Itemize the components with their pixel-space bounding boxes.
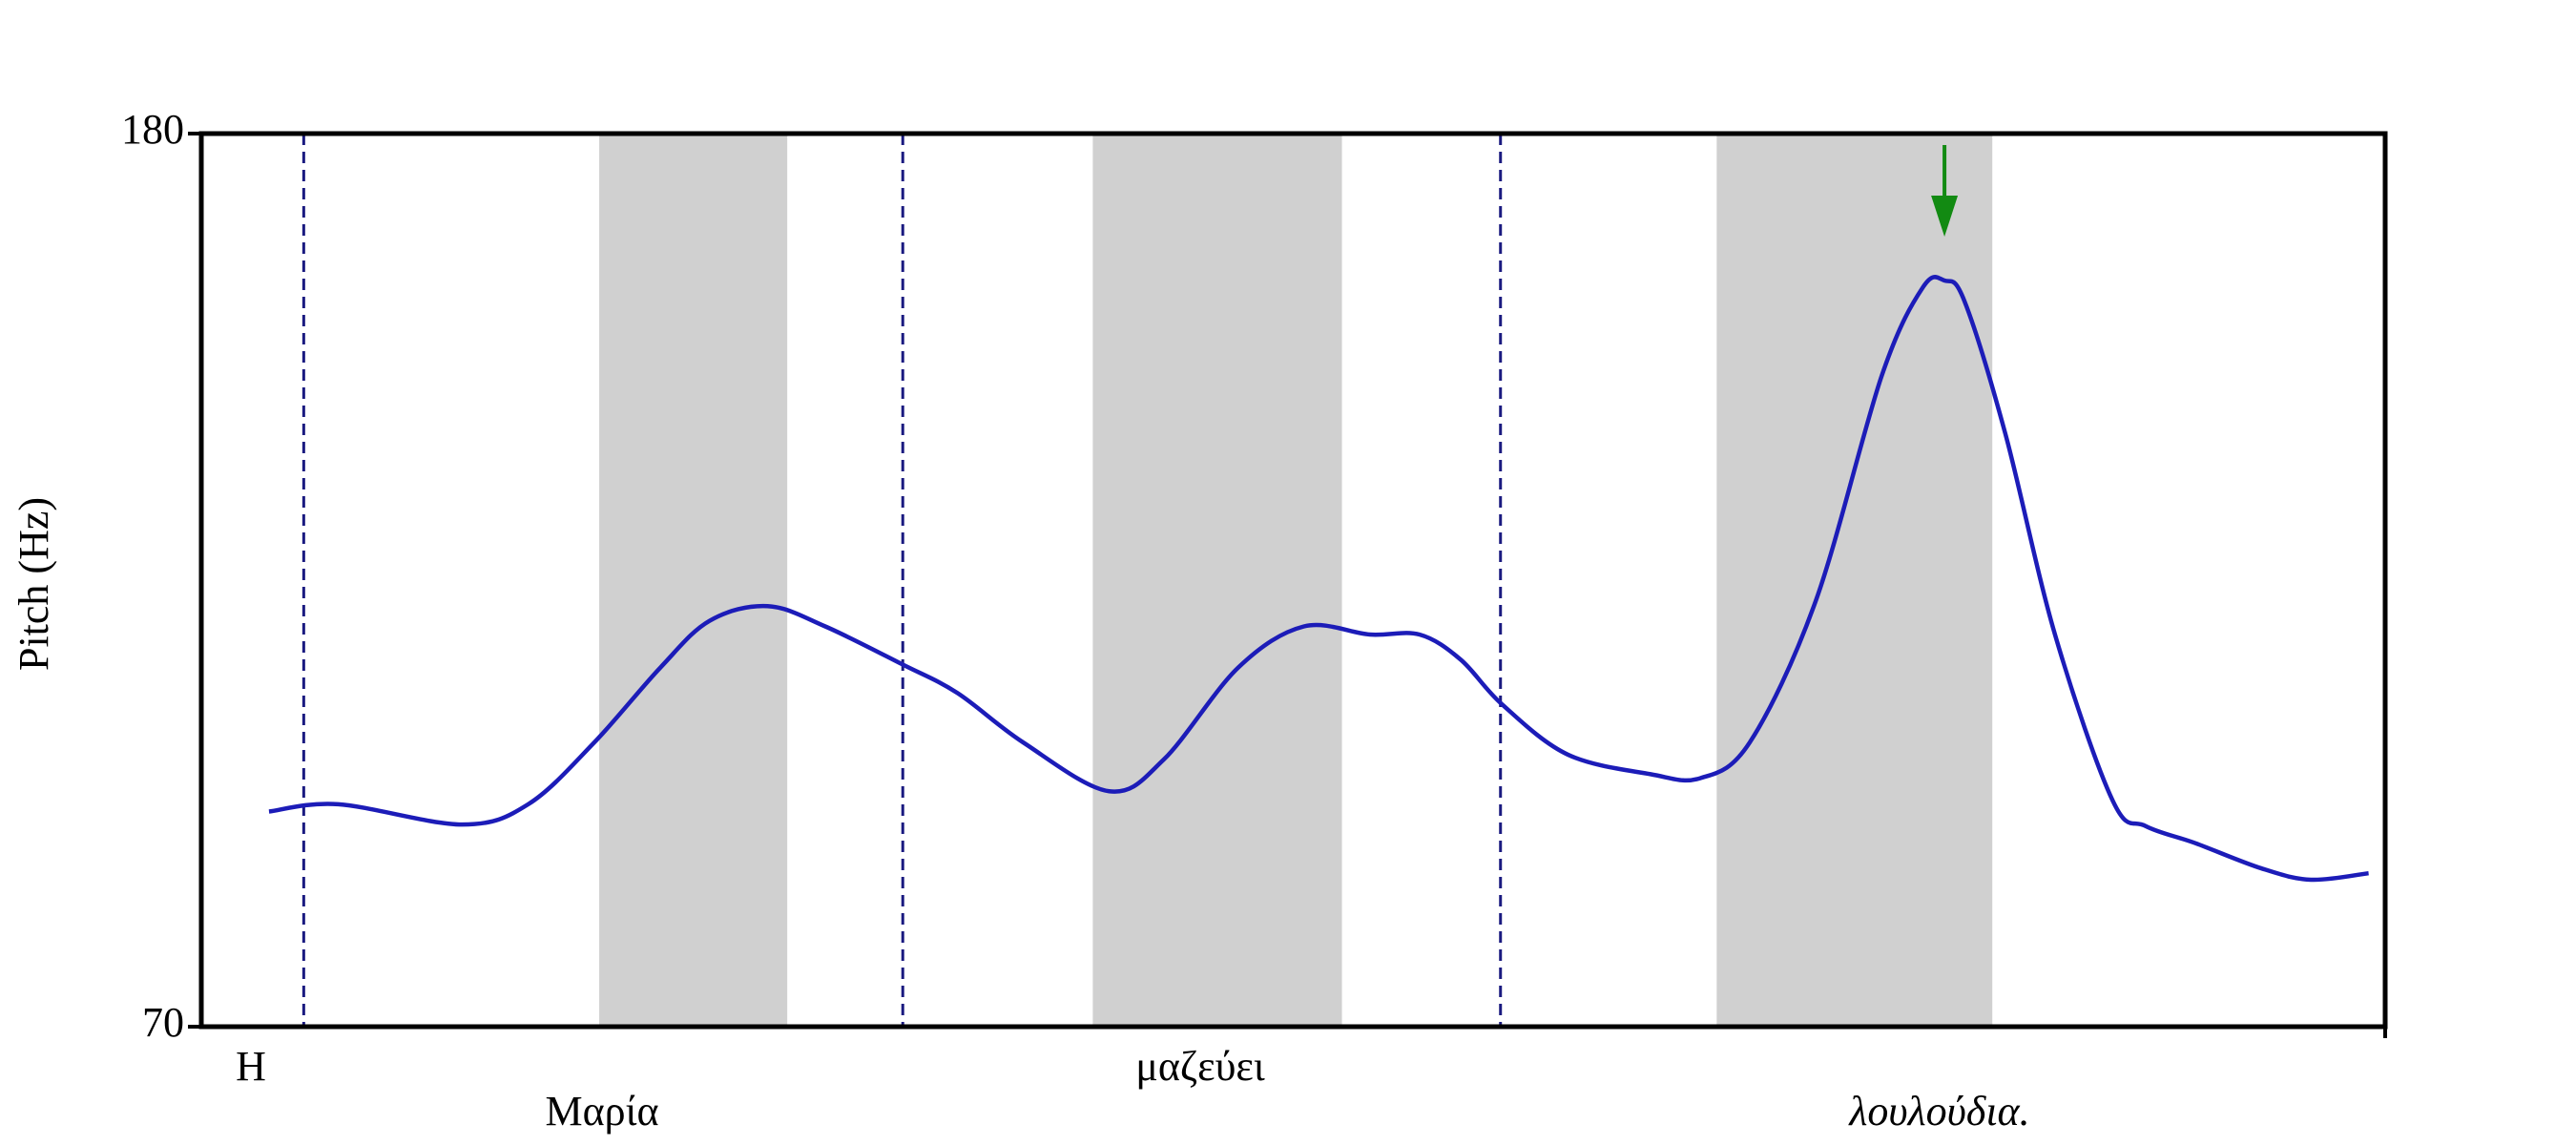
shaded-region [599, 134, 788, 1027]
word-label: μαζεύει [1135, 1043, 1265, 1090]
y-tick-label: 70 [142, 999, 184, 1046]
y-axis-label: Pitch (Hz) [10, 497, 57, 671]
shaded-region [1092, 134, 1342, 1027]
word-label: Μαρία [545, 1088, 658, 1135]
pitch-contour [268, 275, 2369, 883]
word-label: Η [236, 1043, 266, 1090]
word-label: λουλούδια. [1847, 1088, 2029, 1135]
shaded-region [1716, 134, 1993, 1027]
y-tick-label: 180 [121, 106, 184, 153]
plot-frame [198, 131, 2388, 1030]
arrow-head [1931, 196, 1959, 237]
